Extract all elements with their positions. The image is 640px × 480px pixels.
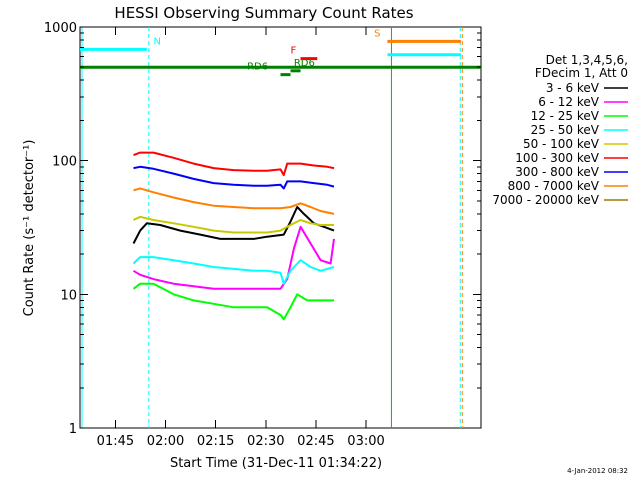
- legend-label: 25 - 50 keV: [531, 123, 600, 137]
- legend-label: 800 - 7000 keV: [508, 179, 600, 193]
- series-line-6: [133, 165, 335, 190]
- y-tick-label: 10: [60, 288, 77, 303]
- flag-label: S: [374, 28, 380, 39]
- series-line-2: [132, 282, 334, 321]
- legend-label: 50 - 100 keV: [523, 137, 600, 151]
- legend-label: 12 - 25 keV: [531, 109, 600, 123]
- legend-label: 6 - 12 keV: [538, 95, 600, 109]
- series-line-4: [133, 215, 334, 234]
- y-tick-label: 1: [69, 422, 77, 437]
- flag-label: N: [154, 36, 161, 47]
- legend-label: 7000 - 20000 keV: [492, 193, 599, 207]
- series-line-1: [132, 225, 335, 290]
- series-lines: [132, 151, 335, 321]
- legend: Det 1,3,4,5,6, FDecim 1, Att 0 3 - 6 keV…: [492, 53, 628, 207]
- y-axis-label: Count Rate (s⁻¹ detector⁻¹): [22, 140, 37, 317]
- series-line-0: [132, 206, 335, 244]
- x-tick-label: 02:00: [147, 434, 184, 449]
- legend-header-line-2: FDecim 1, Att 0: [535, 66, 628, 80]
- y-tick-label: 1000: [44, 21, 77, 36]
- axis-ticks: 1 10 100 1000 01:45 02:00 02:15 02:30 02:45 03:00: [44, 21, 481, 449]
- x-tick-label: 02:30: [247, 434, 284, 449]
- plot-frame: [79, 26, 482, 429]
- x-tick-label: 02:45: [297, 434, 334, 449]
- series-line-5: [133, 151, 335, 177]
- x-tick-label: 01:45: [97, 434, 134, 449]
- chart-title: HESSI Observing Summary Count Rates: [114, 4, 413, 22]
- x-tick-label: 02:15: [197, 434, 234, 449]
- legend-label: 100 - 300 keV: [515, 151, 599, 165]
- status-flags: NSFRD6RD6: [80, 28, 481, 77]
- series-line-3: [132, 256, 335, 285]
- legend-label: 300 - 800 keV: [515, 165, 599, 179]
- y-tick-label: 100: [52, 155, 77, 170]
- plot-area: NSFRD6RD6: [79, 26, 482, 429]
- flag-label: RD6: [294, 58, 315, 69]
- footer-timestamp: 4-Jan-2012 08:32: [567, 467, 628, 475]
- series-line-7: [133, 187, 335, 215]
- vertical-markers: [81, 27, 463, 428]
- legend-header-line-1: Det 1,3,4,5,6,: [546, 53, 628, 67]
- flag-label: F: [291, 46, 297, 57]
- legend-label: 3 - 6 keV: [546, 81, 600, 95]
- x-tick-label: 03:00: [347, 434, 384, 449]
- x-axis-label: Start Time (31-Dec-11 01:34:22): [170, 456, 382, 471]
